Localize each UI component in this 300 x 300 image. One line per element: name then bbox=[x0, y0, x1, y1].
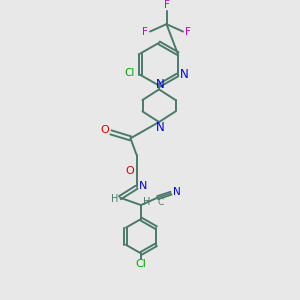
Text: O: O bbox=[100, 125, 109, 135]
Text: Cl: Cl bbox=[136, 259, 146, 269]
Text: N: N bbox=[156, 121, 165, 134]
Text: N: N bbox=[180, 68, 189, 81]
Text: F: F bbox=[164, 1, 169, 10]
Text: O: O bbox=[125, 166, 134, 176]
Text: Cl: Cl bbox=[124, 68, 135, 78]
Text: F: F bbox=[185, 27, 191, 37]
Text: N: N bbox=[173, 187, 181, 197]
Text: H: H bbox=[143, 196, 151, 206]
Text: H: H bbox=[111, 194, 118, 204]
Text: N: N bbox=[156, 78, 165, 91]
Text: N: N bbox=[139, 181, 147, 191]
Text: F: F bbox=[142, 27, 148, 37]
Text: C: C bbox=[158, 198, 164, 207]
